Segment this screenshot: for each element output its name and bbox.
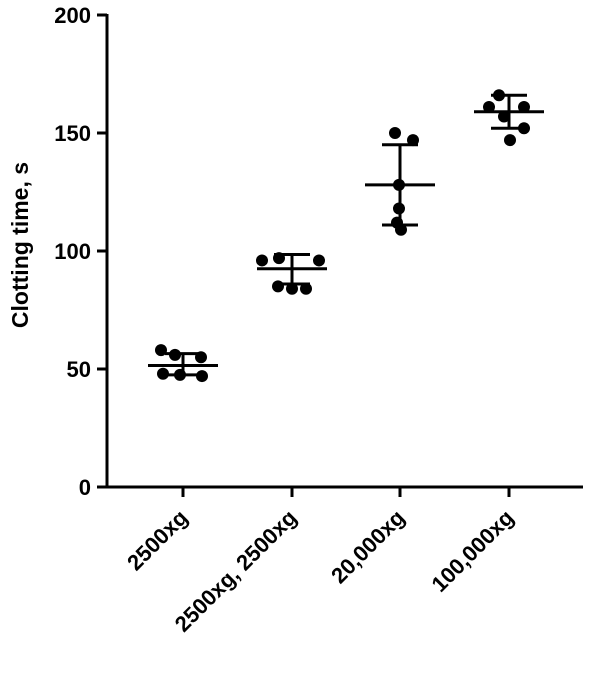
data-point: [395, 223, 407, 236]
y-axis-title: Clotting time, s: [7, 162, 33, 328]
data-point: [504, 134, 516, 147]
data-point: [518, 101, 530, 114]
data-marks: [148, 89, 544, 383]
data-point: [157, 367, 169, 380]
x-tick-label: 2500xg: [122, 505, 192, 575]
y-tick-label: 100: [54, 239, 91, 264]
data-point: [155, 344, 167, 357]
data-point: [196, 370, 208, 383]
x-tick-label: 20,000xg: [326, 505, 409, 588]
data-point: [313, 254, 325, 267]
data-point: [389, 127, 401, 139]
group-1: [148, 344, 218, 383]
data-point: [300, 282, 312, 295]
y-tick-label: 150: [54, 121, 91, 146]
data-point: [256, 254, 268, 267]
data-point: [286, 282, 298, 295]
y-tick-label: 50: [67, 357, 91, 382]
y-tick-label: 200: [54, 3, 91, 28]
y-tick-label: 0: [79, 475, 91, 500]
data-point: [483, 101, 495, 114]
x-tick-label: 100,000xg: [426, 505, 518, 597]
group-4: [474, 89, 544, 147]
data-point: [272, 280, 284, 293]
data-point: [407, 134, 419, 147]
group-2: [256, 252, 327, 295]
data-point: [498, 110, 510, 123]
group-3: [365, 127, 435, 236]
